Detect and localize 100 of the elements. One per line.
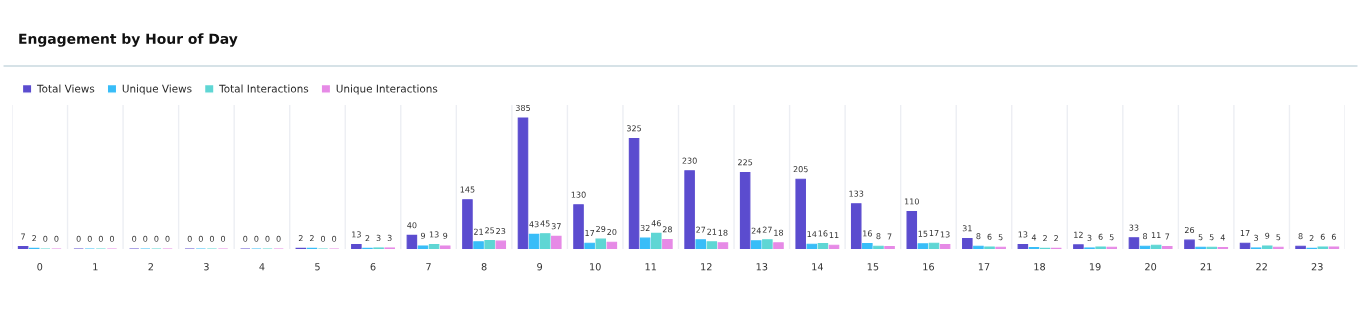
data-label: 17	[1240, 230, 1250, 236]
bar	[1128, 237, 1140, 249]
x-tick-label: 12	[701, 263, 712, 271]
data-label: 6	[1320, 233, 1325, 240]
data-label: 13	[940, 231, 950, 238]
bar	[473, 241, 484, 249]
bar	[1295, 245, 1306, 249]
bar	[517, 117, 529, 249]
legend-label: Unique Views	[122, 84, 192, 95]
bar	[484, 239, 495, 249]
x-tick-label: 6	[370, 263, 376, 271]
data-label: 230	[682, 157, 697, 164]
data-label: 4	[1031, 234, 1037, 241]
x-tick-label: 3	[204, 263, 209, 271]
x-tick-label: 2	[148, 263, 153, 271]
data-label: 0	[265, 235, 270, 242]
data-label: 0	[332, 235, 337, 242]
bar	[928, 242, 940, 249]
data-label: 0	[154, 235, 159, 242]
data-label: 20	[607, 228, 617, 236]
data-label: 24	[751, 227, 761, 234]
data-label: 0	[243, 235, 248, 242]
data-label: 9	[420, 232, 425, 239]
data-label: 18	[718, 229, 728, 236]
bar	[595, 238, 607, 249]
data-label: 325	[626, 125, 642, 132]
data-label: 6	[1098, 233, 1103, 240]
x-tick-label: 17	[978, 263, 990, 271]
data-label: 2	[298, 235, 303, 242]
x-tick-label: 9	[537, 263, 543, 271]
bar	[817, 243, 829, 249]
bar	[917, 243, 929, 249]
bar	[551, 235, 562, 249]
bar	[828, 244, 840, 249]
data-label: 27	[762, 226, 772, 233]
data-label: 0	[43, 235, 48, 242]
bar	[884, 246, 895, 249]
data-label: 17	[585, 230, 595, 236]
bar	[973, 245, 984, 249]
x-tick-label: 18	[1034, 263, 1046, 271]
data-label: 0	[143, 235, 148, 242]
legend-label: Total Views	[36, 84, 95, 93]
data-label: 23	[496, 227, 506, 235]
x-tick-label: 15	[867, 263, 879, 271]
bar	[873, 245, 884, 249]
data-label: 27	[696, 226, 706, 233]
data-label: 15	[918, 230, 928, 237]
data-label: 0	[198, 235, 203, 242]
bar	[351, 244, 362, 249]
data-label: 3	[387, 234, 392, 241]
x-tick-label: 10	[590, 263, 601, 271]
data-label: 32	[640, 224, 650, 231]
data-label: 5	[1209, 234, 1214, 241]
data-label: 0	[187, 235, 192, 242]
bar	[984, 246, 995, 249]
x-tick-label: 20	[1145, 263, 1157, 271]
data-label: 21	[707, 228, 717, 235]
bar	[695, 239, 706, 249]
bar	[606, 241, 618, 249]
data-label: 33	[1129, 224, 1139, 231]
bar	[573, 204, 584, 249]
data-label: 6	[1331, 233, 1336, 240]
data-label: 13	[352, 231, 361, 238]
bar	[684, 170, 695, 249]
bar	[406, 234, 418, 249]
bar	[1261, 245, 1273, 249]
data-label: 11	[1151, 232, 1161, 239]
bar	[862, 243, 873, 249]
data-label: 6	[987, 233, 992, 240]
data-label: 205	[793, 166, 808, 173]
bar	[762, 239, 773, 249]
data-label: 37	[551, 223, 561, 230]
bar	[662, 238, 673, 249]
data-label: 45	[540, 220, 550, 227]
x-tick-label: 13	[756, 263, 768, 271]
data-label: 385	[515, 104, 530, 111]
bar	[651, 232, 662, 249]
data-label: 40	[407, 222, 417, 229]
data-label: 3	[1254, 234, 1259, 241]
x-tick-label: 23	[1311, 263, 1323, 271]
legend-label: Unique Interactions	[336, 84, 438, 95]
data-label: 8	[876, 233, 881, 240]
data-label: 28	[662, 226, 672, 233]
bar	[1073, 244, 1084, 249]
bar	[1150, 244, 1162, 249]
x-tick-label: 0	[37, 263, 43, 271]
bar	[428, 244, 440, 249]
data-label: 0	[109, 235, 114, 242]
x-tick-label: 7	[426, 263, 431, 271]
data-label: 9	[1265, 232, 1270, 239]
data-label: 0	[87, 235, 92, 242]
data-label: 7	[1165, 233, 1170, 240]
data-label: 2	[1043, 235, 1047, 242]
data-label: 0	[98, 235, 103, 242]
x-tick-label: 4	[259, 263, 265, 271]
data-label: 16	[863, 230, 872, 237]
data-label: 0	[165, 235, 170, 242]
x-tick-label: 8	[481, 263, 487, 271]
data-label: 17	[929, 230, 939, 236]
bar	[906, 211, 918, 249]
